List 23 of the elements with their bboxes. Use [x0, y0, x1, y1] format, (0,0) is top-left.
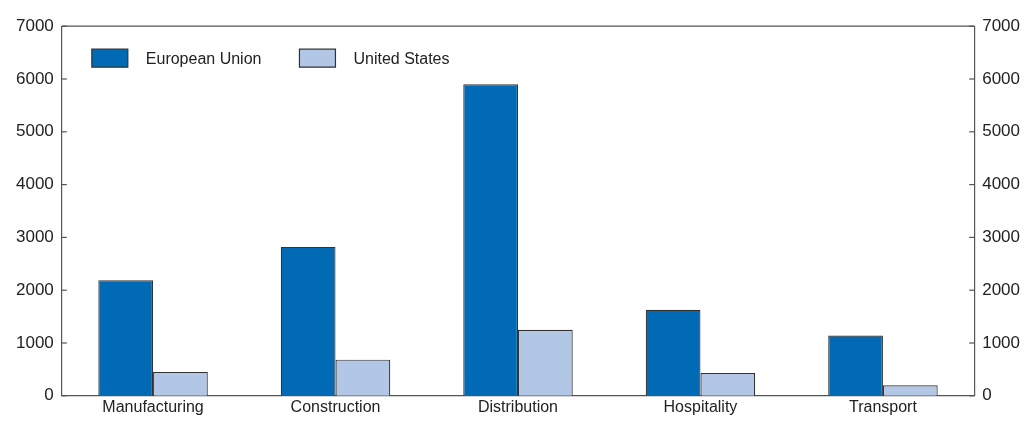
- x-tick-label: Distribution: [477, 397, 559, 415]
- x-tick-label: Transport: [849, 397, 918, 415]
- x-tick-label: Construction: [290, 397, 381, 415]
- y2-tick-label: 2000: [982, 279, 1021, 299]
- y2-tick-label: 0: [982, 385, 992, 405]
- y2-tick-label: 3000: [982, 227, 1021, 247]
- legend-label: United States: [353, 49, 450, 67]
- y-tick-label: 6000: [15, 68, 54, 88]
- y2-tick-label: 4000: [982, 174, 1021, 194]
- y-tick-label: 1000: [15, 332, 54, 352]
- legend-label: European Union: [145, 49, 262, 67]
- y-tick-label: 0: [44, 385, 54, 405]
- x-tick-label: Manufacturing: [102, 397, 204, 415]
- y2-tick-label: 6000: [982, 68, 1021, 88]
- y-tick-label: 7000: [15, 15, 54, 35]
- y2-tick-label: 1000: [982, 332, 1021, 352]
- y2-tick-label: 5000: [982, 121, 1021, 141]
- y-tick-label: 3000: [15, 227, 54, 247]
- x-tick-label: Hospitality: [663, 397, 738, 415]
- y2-tick-label: 7000: [982, 15, 1021, 35]
- y-tick-label: 2000: [15, 279, 54, 299]
- y-tick-label: 5000: [15, 121, 54, 141]
- y-tick-label: 4000: [15, 174, 54, 194]
